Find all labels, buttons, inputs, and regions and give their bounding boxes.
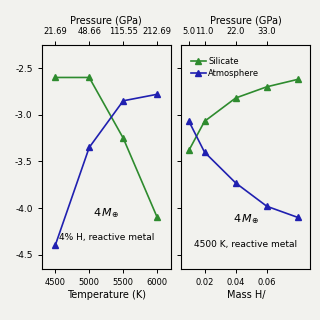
Atmosphere	[265, 204, 269, 208]
Silicate	[234, 96, 237, 100]
Atmosphere	[234, 181, 237, 185]
X-axis label: Pressure (GPa): Pressure (GPa)	[210, 16, 282, 26]
Atmosphere	[203, 150, 206, 154]
Silicate	[296, 77, 300, 81]
Atmosphere	[187, 119, 191, 123]
Line: Silicate: Silicate	[186, 76, 301, 153]
Text: $4\,M_{\oplus}$: $4\,M_{\oplus}$	[93, 206, 119, 220]
X-axis label: Mass H/: Mass H/	[227, 290, 265, 300]
Silicate	[187, 148, 191, 152]
Atmosphere	[296, 216, 300, 220]
X-axis label: Pressure (GPa): Pressure (GPa)	[70, 16, 142, 26]
Legend: Silicate, Atmosphere: Silicate, Atmosphere	[189, 56, 261, 80]
X-axis label: Temperature (K): Temperature (K)	[67, 290, 146, 300]
Text: $4\,M_{\oplus}$: $4\,M_{\oplus}$	[233, 212, 259, 227]
Text: 4% H, reactive metal: 4% H, reactive metal	[59, 233, 154, 242]
Silicate	[203, 119, 206, 123]
Line: Atmosphere: Atmosphere	[186, 118, 301, 220]
Text: 4500 K, reactive metal: 4500 K, reactive metal	[194, 240, 297, 249]
Silicate	[265, 85, 269, 89]
